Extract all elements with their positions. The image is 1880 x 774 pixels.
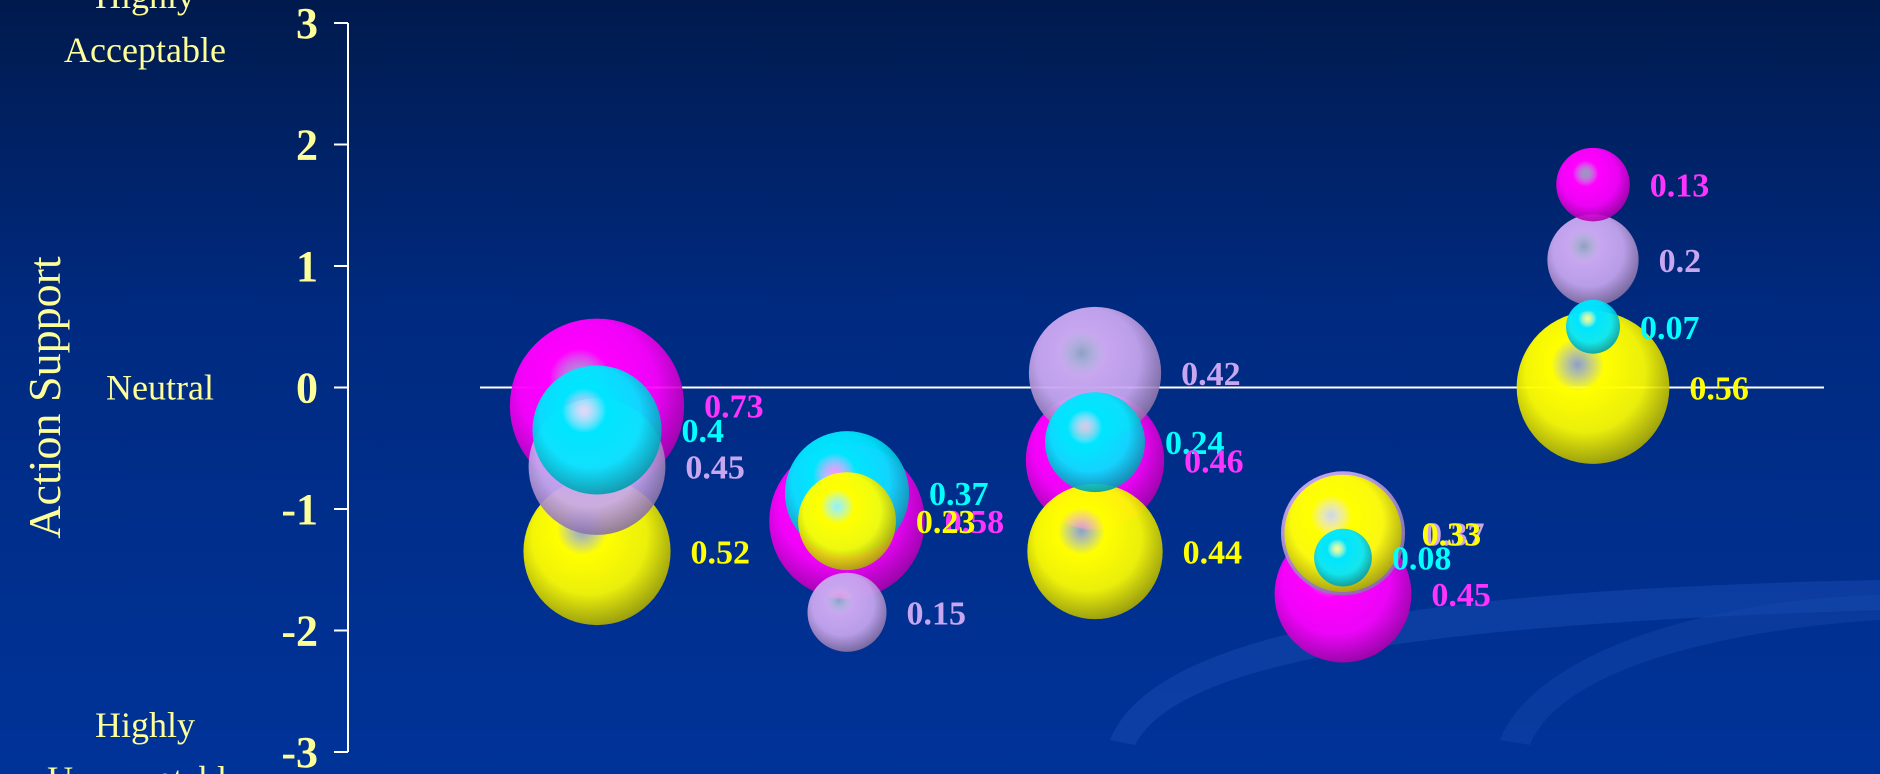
bubble-shade xyxy=(1566,299,1620,354)
bubble-value-label: 0.4 xyxy=(682,413,725,450)
bubble-value-label: 0.44 xyxy=(1183,535,1243,572)
y-category-labels: Highly Acceptable Neutral Highly Unacceptabl… xyxy=(47,0,243,774)
y-category-label: Neutral xyxy=(106,368,214,408)
bubble-value-label: 0.45 xyxy=(685,449,745,486)
y-category-label: Unacceptable xyxy=(47,759,243,774)
bubble-shade xyxy=(532,365,662,495)
bubble-value-label: 0.37 xyxy=(929,476,989,513)
background-swoosh xyxy=(1110,580,1880,745)
bubble-value-label: 0.2 xyxy=(1659,243,1702,280)
y-tick-label: 0 xyxy=(296,364,318,413)
bubble-value-label: 0.33 xyxy=(1422,516,1482,553)
y-tick-label: 1 xyxy=(296,242,318,291)
y-category-label: Acceptable xyxy=(64,30,226,70)
y-axis-title: Action Support xyxy=(19,256,70,539)
bubble-labels: 0.450.40.730.520.150.580.370.230.420.240… xyxy=(682,168,1749,633)
bubble-value-label: 0.07 xyxy=(1640,310,1700,347)
bubble-value-label: 0.45 xyxy=(1431,577,1491,614)
y-tick-label: 3 xyxy=(296,0,318,48)
y-tick-label: -1 xyxy=(281,485,318,534)
bubble-shade xyxy=(1516,311,1670,464)
bubble-shade xyxy=(1314,528,1372,587)
bubble-value-label: 0.15 xyxy=(907,595,967,632)
bubble-shade xyxy=(1027,483,1163,620)
bubble-shade xyxy=(807,572,887,652)
bubble-value-label: 0.42 xyxy=(1181,356,1241,393)
bubble-shade xyxy=(798,472,896,571)
bubble-value-label: 0.23 xyxy=(916,504,976,541)
y-axis: 3 2 1 0 -1 -2 -3 xyxy=(281,0,349,774)
bubble-value-label: 0.56 xyxy=(1689,371,1749,408)
bubble-shade xyxy=(1556,147,1630,222)
bubble-value-label: 0.13 xyxy=(1650,168,1710,205)
y-tick-label: -2 xyxy=(281,607,318,656)
bubble-shade xyxy=(1547,214,1639,306)
bubbles xyxy=(509,147,1670,663)
bubble-value-label: 0.24 xyxy=(1165,425,1225,462)
bubble-value-label: 0.46 xyxy=(1184,443,1244,480)
bubble-value-label: 0.37 xyxy=(1425,516,1485,553)
bubble-shade xyxy=(1045,392,1145,493)
y-tick-label: 2 xyxy=(296,121,318,170)
y-tick-label: -3 xyxy=(281,728,318,774)
bubble-value-label: 0.58 xyxy=(945,504,1005,541)
bubble-value-label: 0.73 xyxy=(704,389,764,426)
bubble-value-label: 0.08 xyxy=(1392,541,1452,578)
bubble-value-label: 0.52 xyxy=(691,535,751,572)
y-category-label: Highly xyxy=(95,0,195,16)
y-category-label: Highly xyxy=(95,705,195,745)
